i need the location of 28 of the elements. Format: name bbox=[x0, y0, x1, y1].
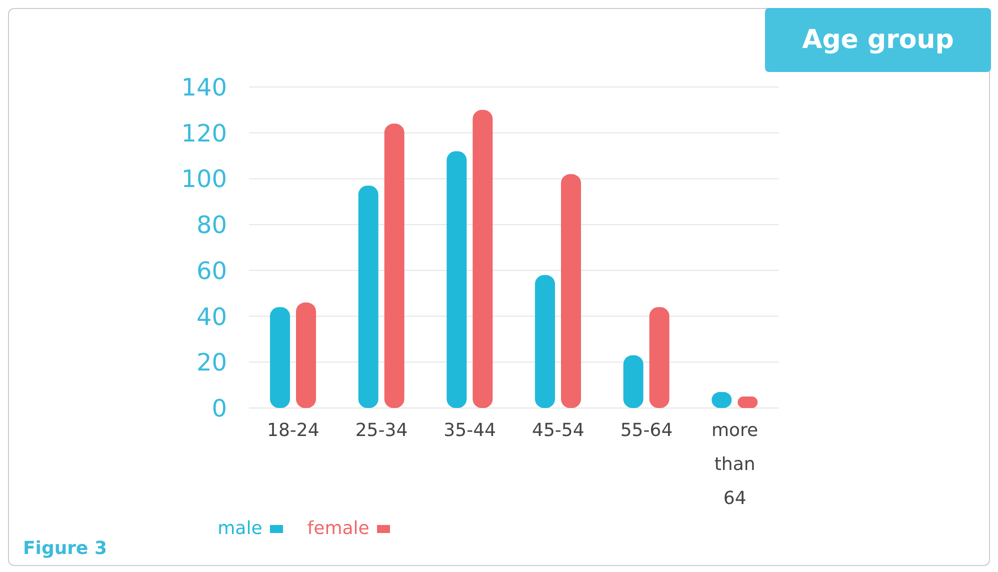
bar bbox=[446, 151, 467, 408]
y-tick-label: 140 bbox=[181, 74, 227, 102]
text: Age group bbox=[765, 8, 991, 72]
x-tick-label: 25-34 bbox=[355, 420, 408, 441]
x-tick-label: 55-64 bbox=[620, 420, 673, 441]
y-tick-label: 60 bbox=[196, 256, 227, 285]
caption: Figure 3 bbox=[23, 538, 108, 559]
bar bbox=[561, 174, 581, 408]
bar bbox=[623, 355, 644, 408]
bar bbox=[384, 124, 404, 408]
y-tick-label: 80 bbox=[196, 211, 227, 240]
x-tick-label: 18-24 bbox=[267, 420, 320, 441]
y-tick-label: 100 bbox=[181, 165, 227, 194]
y-tick-label: 120 bbox=[181, 119, 227, 148]
legend-label: female bbox=[307, 518, 370, 539]
bar bbox=[649, 307, 670, 408]
bar bbox=[358, 186, 378, 408]
x-tick-label: more than 64 bbox=[712, 420, 758, 509]
bar bbox=[296, 302, 316, 408]
y-tick-label: 0 bbox=[212, 394, 227, 423]
x-tick-label: 45-54 bbox=[532, 420, 584, 441]
legend-label: male bbox=[218, 518, 264, 539]
y-tick-label: 20 bbox=[196, 348, 227, 377]
x-tick-label: 35-44 bbox=[444, 420, 496, 441]
y-tick-label: 40 bbox=[196, 302, 227, 331]
bar bbox=[270, 307, 290, 408]
bar bbox=[535, 275, 555, 408]
bar bbox=[472, 110, 493, 408]
